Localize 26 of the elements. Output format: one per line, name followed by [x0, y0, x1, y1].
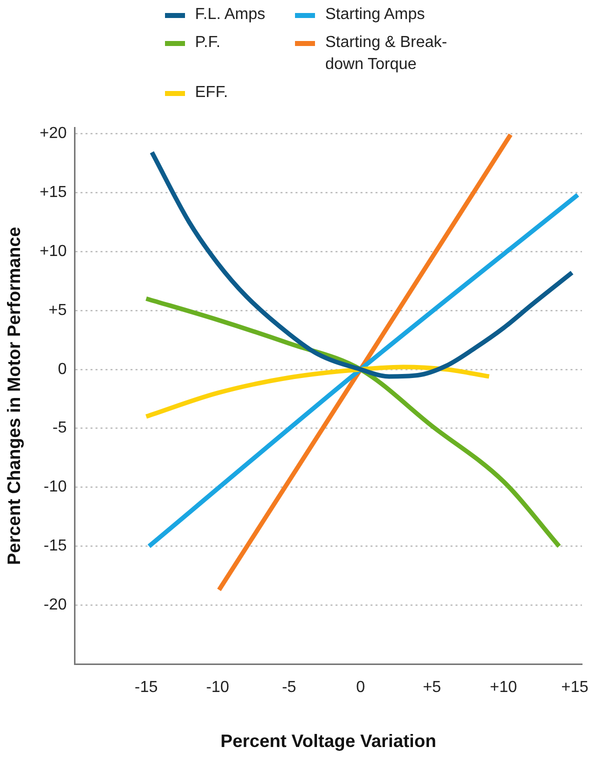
y-tick-label: -15 — [44, 538, 67, 555]
y-tick-label: +10 — [40, 242, 67, 260]
x-tick-label: +15 — [561, 679, 589, 696]
x-tick-label: -15 — [134, 679, 158, 696]
x-tick-label: 0 — [356, 679, 366, 696]
y-tick-label: +20 — [40, 124, 67, 142]
x-tick-label: -10 — [206, 679, 230, 696]
line-series — [150, 150, 574, 379]
y-tick-label: -20 — [44, 596, 67, 614]
legend-label: Starting & Break-down Torque — [325, 33, 448, 75]
x-tick-label: +10 — [490, 679, 518, 696]
x-axis-title: Percent Voltage Variation — [220, 731, 436, 752]
legend-label: F.L. Amps — [195, 5, 266, 25]
x-tick-label: -5 — [282, 679, 296, 696]
y-tick-label: -5 — [52, 420, 67, 437]
line-series — [144, 296, 562, 549]
y-axis-title: Percent Changes in Motor Performance — [4, 226, 24, 565]
x-tick-label: +5 — [422, 679, 442, 696]
y-tick-label: -10 — [44, 478, 67, 496]
legend-label: P.F. — [195, 33, 220, 53]
y-tick-label: +15 — [40, 184, 67, 201]
line-series — [144, 364, 492, 419]
y-tick-label: +5 — [48, 302, 67, 319]
legend-label: EFF. — [195, 83, 228, 103]
y-tick-label: 0 — [58, 360, 67, 378]
legend-label: Starting Amps — [325, 5, 425, 25]
